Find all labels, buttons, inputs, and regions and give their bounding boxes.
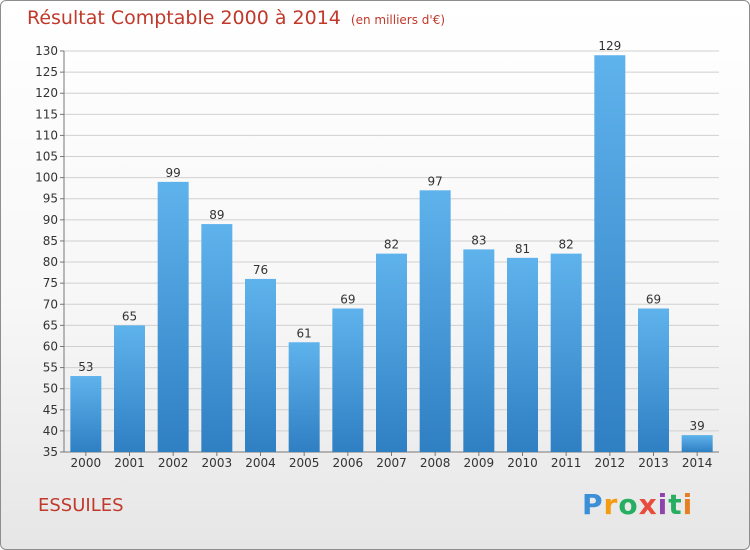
y-tick-label: 60 xyxy=(43,339,58,353)
bar xyxy=(681,435,713,452)
bar-value-label: 53 xyxy=(78,360,93,374)
x-tick-label: 2000 xyxy=(71,456,102,470)
y-tick-label: 55 xyxy=(43,361,58,375)
bar-value-label: 65 xyxy=(122,309,137,323)
bar xyxy=(550,253,582,452)
y-tick-label: 45 xyxy=(43,403,58,417)
x-tick-label: 2005 xyxy=(289,456,320,470)
bar xyxy=(507,257,538,452)
logo-letter: i xyxy=(657,488,669,521)
title-row: Résultat Comptable 2000 à 2014 (en millie… xyxy=(27,7,445,29)
logo-letter: P xyxy=(582,488,604,521)
bar-value-label: 82 xyxy=(559,238,574,252)
bar xyxy=(638,308,669,452)
bar-value-label: 82 xyxy=(384,238,399,252)
y-tick-label: 90 xyxy=(43,213,58,227)
x-tick-label: 2007 xyxy=(376,456,407,470)
y-tick-label: 110 xyxy=(35,128,58,142)
bar xyxy=(70,376,102,452)
y-tick-label: 125 xyxy=(35,65,58,79)
bar-value-label: 76 xyxy=(253,263,268,277)
bar xyxy=(376,253,407,452)
y-tick-label: 75 xyxy=(43,276,58,290)
commune-name: ESSUILES xyxy=(38,495,124,516)
logo-letter: i xyxy=(682,488,694,521)
bar-value-label: 83 xyxy=(471,233,486,247)
y-tick-label: 130 xyxy=(35,44,58,58)
chart-title: Résultat Comptable 2000 à 2014 xyxy=(27,7,341,29)
y-tick-label: 105 xyxy=(35,150,58,164)
bar xyxy=(157,181,189,452)
bar xyxy=(463,249,495,452)
x-tick-label: 2013 xyxy=(638,456,669,470)
bar xyxy=(114,325,145,452)
y-tick-label: 65 xyxy=(43,318,58,332)
x-tick-label: 2008 xyxy=(420,456,451,470)
y-tick-label: 95 xyxy=(43,192,58,206)
x-tick-label: 2011 xyxy=(551,456,582,470)
x-tick-label: 2009 xyxy=(464,456,495,470)
bar-value-label: 89 xyxy=(209,208,224,222)
logo-letter: r xyxy=(603,488,619,521)
bar xyxy=(332,308,364,452)
logo-letter: t xyxy=(668,488,683,521)
chart-subtitle: (en milliers d'€) xyxy=(350,13,446,27)
bar xyxy=(288,342,320,452)
bar xyxy=(245,278,276,452)
y-tick-label: 85 xyxy=(43,234,58,248)
bar-value-label: 97 xyxy=(428,174,443,188)
bar xyxy=(201,224,233,452)
bar-value-label: 81 xyxy=(515,242,530,256)
x-tick-label: 2004 xyxy=(245,456,276,470)
bar xyxy=(594,55,626,452)
y-tick-label: 50 xyxy=(43,382,58,396)
x-tick-label: 2012 xyxy=(595,456,626,470)
bar-value-label: 99 xyxy=(166,166,181,180)
x-tick-label: 2010 xyxy=(507,456,538,470)
bar-chart: 35 40 45 50 55 60 65 70 75 80 85 90 95 100 105 110 115 12… xyxy=(35,39,719,470)
y-tick-label: 40 xyxy=(43,424,58,438)
bar xyxy=(419,190,451,452)
y-tick-label: 115 xyxy=(35,107,58,121)
x-tick-label: 2003 xyxy=(202,456,233,470)
y-tick-label: 120 xyxy=(35,86,58,100)
x-tick-label: 2006 xyxy=(333,456,364,470)
bar-value-label: 39 xyxy=(690,419,705,433)
bar-value-label: 69 xyxy=(340,292,355,306)
logo-letter: x xyxy=(638,488,658,521)
x-tick-label: 2014 xyxy=(682,456,713,470)
y-tick-label: 70 xyxy=(43,297,58,311)
bar-value-label: 129 xyxy=(598,39,621,53)
x-tick-label: 2001 xyxy=(114,456,145,470)
y-tick-label: 100 xyxy=(35,171,58,185)
x-tick-label: 2002 xyxy=(158,456,189,470)
logo-letter: o xyxy=(618,488,639,521)
bar-value-label: 69 xyxy=(646,292,661,306)
y-tick-label: 80 xyxy=(43,255,58,269)
y-tick-label: 35 xyxy=(43,445,58,459)
bar-value-label: 61 xyxy=(297,326,312,340)
proxiti-logo: Proxiti xyxy=(582,488,693,521)
